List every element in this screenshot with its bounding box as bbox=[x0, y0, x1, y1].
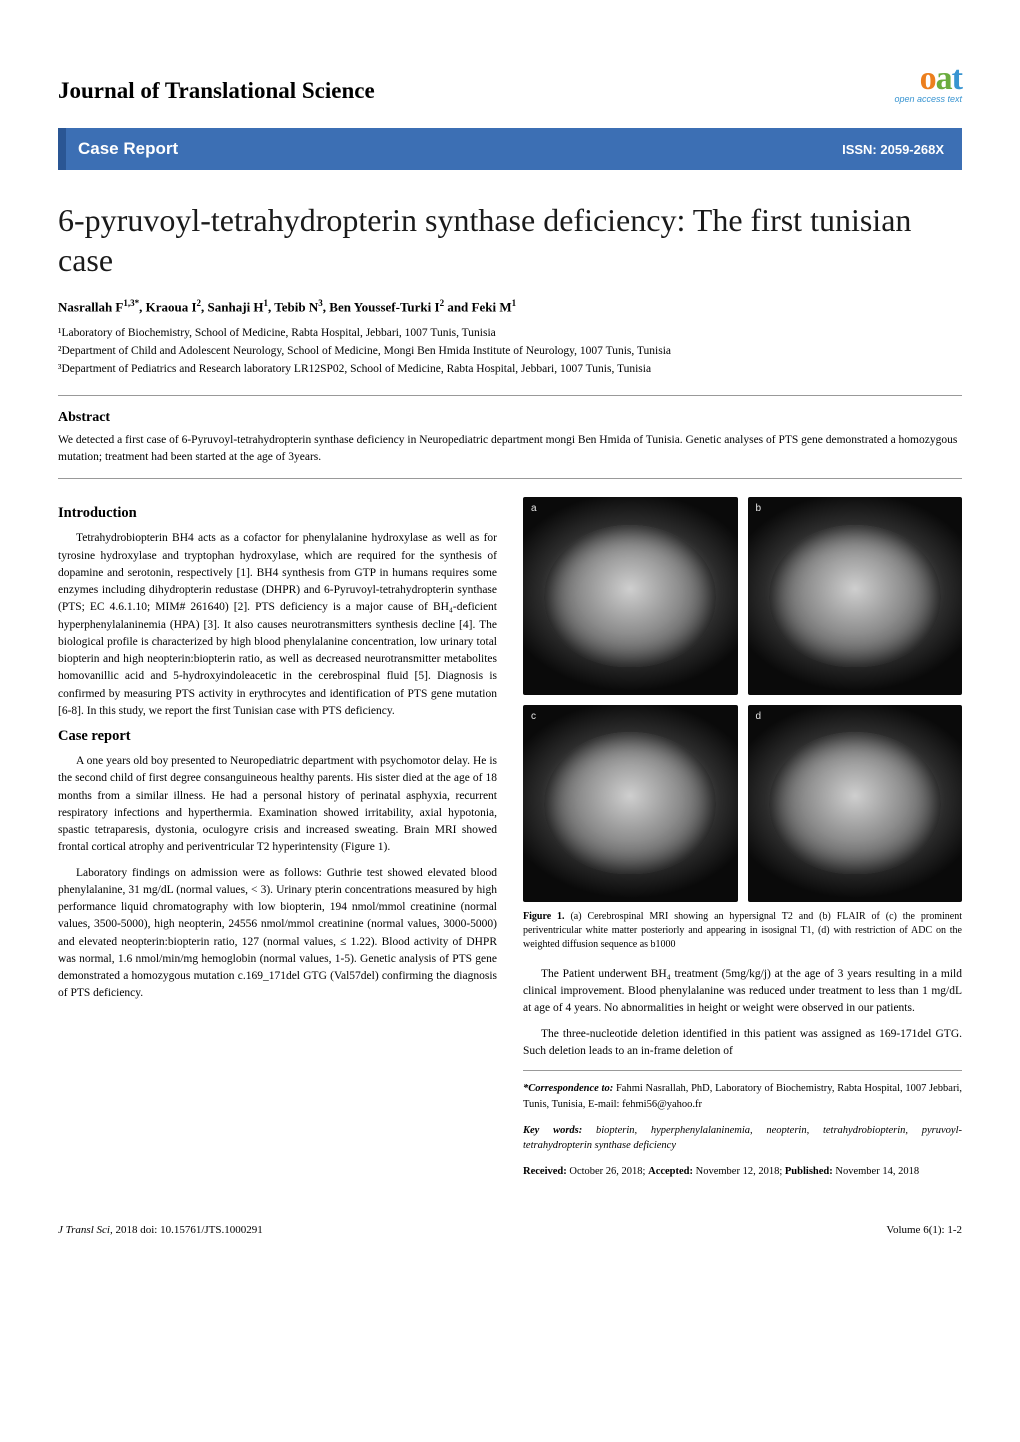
mri-label-c: c bbox=[531, 711, 536, 722]
footer: J Transl Sci, 2018 doi: 10.15761/JTS.100… bbox=[58, 1224, 962, 1236]
mri-image-c: c bbox=[523, 705, 738, 902]
left-column: Introduction Tetrahydrobiopterin BH4 act… bbox=[58, 497, 497, 1190]
mri-label-a: a bbox=[531, 503, 537, 514]
divider bbox=[58, 395, 962, 396]
figure-1-grid: a b c d bbox=[523, 497, 962, 902]
footer-doi: 2018 doi: 10.15761/JTS.1000291 bbox=[113, 1224, 263, 1236]
journal-title: Journal of Translational Science bbox=[58, 78, 375, 104]
introduction-heading: Introduction bbox=[58, 505, 497, 522]
right-column: a b c d Figure 1. (a) Cerebrospinal MRI … bbox=[523, 497, 962, 1190]
right-paragraph-2: The three-nucleotide deletion identified… bbox=[523, 1026, 962, 1061]
divider bbox=[58, 478, 962, 479]
mri-image-d: d bbox=[748, 705, 963, 902]
case-paragraph-1: A one years old boy presented to Neurope… bbox=[58, 753, 497, 857]
affiliation-2: ²Department of Child and Adolescent Neur… bbox=[58, 343, 962, 361]
accepted-date: November 12, 2018; bbox=[693, 1166, 785, 1177]
affiliations: ¹Laboratory of Biochemistry, School of M… bbox=[58, 325, 962, 378]
introduction-paragraph: Tetrahydrobiopterin BH4 acts as a cofact… bbox=[58, 530, 497, 720]
report-type: Case Report bbox=[78, 139, 178, 159]
mri-image-a: a bbox=[523, 497, 738, 694]
abstract-heading: Abstract bbox=[58, 410, 962, 426]
affiliation-1: ¹Laboratory of Biochemistry, School of M… bbox=[58, 325, 962, 343]
published-date: November 14, 2018 bbox=[833, 1166, 919, 1177]
right-paragraph-1: The Patient underwent BH₄ treatment (5mg… bbox=[523, 966, 962, 1018]
logo: oat open access text bbox=[894, 60, 962, 104]
figure-caption-text: (a) Cerebrospinal MRI showing an hypersi… bbox=[523, 911, 962, 950]
received-label: Received: bbox=[523, 1166, 567, 1177]
article-title: 6-pyruvoyl-tetrahydropterin synthase def… bbox=[58, 200, 962, 280]
logo-letter-a: a bbox=[936, 60, 952, 97]
case-paragraph-2: Laboratory findings on admission were as… bbox=[58, 865, 497, 1003]
received-date: October 26, 2018; bbox=[567, 1166, 648, 1177]
two-column-body: Introduction Tetrahydrobiopterin BH4 act… bbox=[58, 497, 962, 1190]
correspondence: *Correspondence to: Fahmi Nasrallah, PhD… bbox=[523, 1081, 962, 1113]
banner: Case Report ISSN: 2059-268X bbox=[58, 128, 962, 170]
issn: ISSN: 2059-268X bbox=[842, 142, 944, 157]
header: Journal of Translational Science oat ope… bbox=[58, 60, 962, 104]
footer-left: J Transl Sci, 2018 doi: 10.15761/JTS.100… bbox=[58, 1224, 263, 1236]
logo-letter-t: t bbox=[952, 60, 962, 97]
keywords-text: biopterin, hyperphenylalaninemia, neopte… bbox=[523, 1125, 962, 1152]
keywords: Key words: biopterin, hyperphenylalanine… bbox=[523, 1123, 962, 1155]
dates: Received: October 26, 2018; Accepted: No… bbox=[523, 1164, 962, 1180]
abstract-body: We detected a first case of 6-Pyruvoyl-t… bbox=[58, 432, 962, 467]
logo-text: oat bbox=[920, 60, 962, 98]
divider bbox=[523, 1070, 962, 1071]
authors: Nasrallah F1,3*, Kraoua I2, Sanhaji H1, … bbox=[58, 298, 962, 315]
figure-caption-label: Figure 1. bbox=[523, 911, 565, 922]
keywords-label: Key words: bbox=[523, 1125, 582, 1136]
footer-right: Volume 6(1): 1-2 bbox=[886, 1224, 962, 1236]
case-report-heading: Case report bbox=[58, 728, 497, 745]
published-label: Published: bbox=[785, 1166, 833, 1177]
logo-letter-o: o bbox=[920, 60, 936, 97]
figure-1-caption: Figure 1. (a) Cerebrospinal MRI showing … bbox=[523, 910, 962, 952]
affiliation-3: ³Department of Pediatrics and Research l… bbox=[58, 361, 962, 379]
accepted-label: Accepted: bbox=[648, 1166, 693, 1177]
correspondence-label: *Correspondence to: bbox=[523, 1083, 613, 1094]
mri-image-b: b bbox=[748, 497, 963, 694]
footer-journal-abbrev: J Transl Sci, bbox=[58, 1224, 113, 1236]
mri-label-b: b bbox=[756, 503, 762, 514]
mri-label-d: d bbox=[756, 711, 762, 722]
logo-subtext: open access text bbox=[894, 94, 962, 104]
